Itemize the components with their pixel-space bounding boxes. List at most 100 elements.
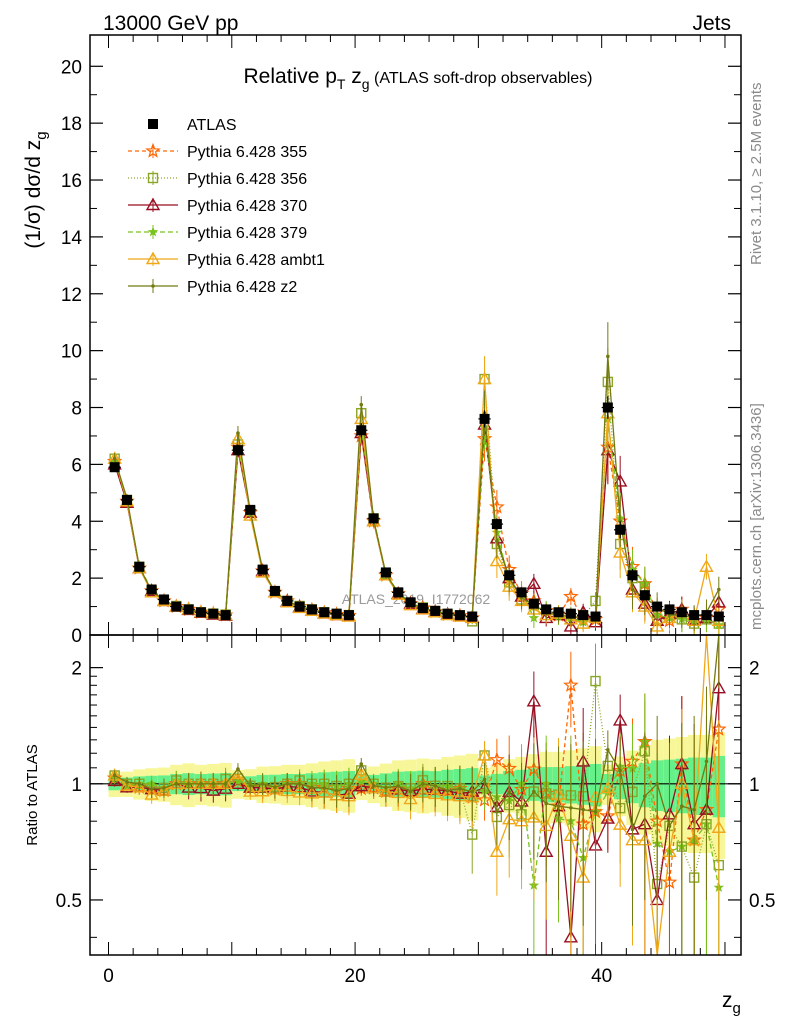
data-point: [541, 604, 552, 615]
ratio-ytick-label: 1: [71, 775, 82, 796]
data-point: [504, 570, 515, 581]
series-point: [575, 616, 591, 629]
data-point: [109, 462, 120, 473]
series-point: [630, 587, 635, 592]
ratio-point: [606, 747, 610, 752]
data-point: [319, 607, 330, 618]
series-point: [495, 539, 499, 543]
data-point: [405, 597, 416, 608]
series-point: [606, 354, 610, 359]
data-point: [220, 610, 231, 621]
series-point: [649, 619, 665, 632]
analysis-watermark: ATLAS_2019_I1772062: [342, 591, 491, 607]
series-line-5: [114, 379, 720, 628]
series-point: [489, 498, 505, 514]
ratio-point: [667, 824, 672, 828]
data-point: [627, 570, 638, 581]
legend: ATLAS Pythia 6.428 355 Pythia 6.428 356 Pyt…: [128, 117, 325, 296]
ratio-point: [544, 801, 548, 806]
ratio-ytick-label: 2: [71, 659, 82, 680]
ratio-point: [711, 820, 727, 833]
series-point: [112, 456, 117, 461]
data-point: [171, 601, 182, 612]
mcplots-label: mcplots.cern.ch [arXiv:1306.3436]: [748, 403, 765, 630]
main-ytick-label: 10: [61, 342, 82, 363]
ratio-point: [347, 786, 351, 791]
data-point: [479, 413, 490, 424]
ratio-point: [581, 807, 585, 812]
ratio-point: [236, 767, 240, 771]
main-ytick-label: 14: [61, 228, 83, 249]
ratio-point: [354, 767, 369, 780]
main-ytick-label: 4: [71, 512, 82, 533]
series-point: [236, 431, 240, 435]
ratio-point: [334, 788, 339, 793]
title-mid: z: [345, 65, 361, 88]
data-point: [158, 594, 169, 605]
data-point: [232, 445, 243, 456]
ratio-point: [310, 785, 314, 790]
ratio-point: [445, 788, 450, 793]
series-point: [563, 588, 579, 604]
ratio-point: [273, 785, 277, 789]
data-point: [454, 610, 465, 621]
main-ylabel: (1/σ) dσ/d zg: [22, 131, 50, 248]
legend-label: ATLAS: [187, 117, 237, 134]
data-point: [676, 607, 687, 618]
data-point: [245, 504, 256, 515]
title-sub1: T: [337, 76, 346, 92]
legend-entry: Pythia 6.428 356: [128, 171, 307, 188]
ratio-point: [132, 779, 147, 793]
main-ytick-label: 0: [71, 626, 82, 647]
ratio-ytick-label-right: 2: [749, 659, 760, 680]
ratio-point: [359, 762, 364, 766]
header-right: Jets: [692, 12, 731, 35]
data-point: [294, 601, 305, 612]
series-point: [359, 402, 364, 407]
data-point: [343, 610, 354, 621]
ratio-point: [119, 778, 135, 791]
data-point: [442, 608, 453, 619]
ratio-point: [532, 789, 536, 794]
ratio-point: [433, 783, 438, 788]
legend-entry: Pythia 6.428 355: [128, 142, 307, 161]
data-point: [134, 561, 145, 572]
data-point: [713, 611, 724, 622]
series-point: [563, 619, 579, 632]
main-ylabel-sub: g: [33, 131, 50, 139]
legend-label: Pythia 6.428 379: [187, 225, 307, 242]
data-point: [615, 524, 626, 535]
ratio-ytick-label-right: 1: [749, 775, 760, 796]
main-plot: [106, 322, 727, 635]
data-point: [652, 601, 663, 612]
data-point: [565, 608, 576, 619]
legend-entry: ATLAS: [148, 117, 237, 134]
ratio-point: [384, 785, 388, 790]
ratio-point: [137, 781, 142, 786]
ratio-point: [280, 783, 295, 797]
ratio-line-3: [114, 688, 720, 938]
ratio-point: [526, 693, 542, 707]
ratio-point: [563, 677, 579, 692]
ratio-point: [612, 713, 628, 726]
title-rest: (ATLAS soft-drop observables): [370, 70, 593, 87]
ratio-point: [230, 776, 246, 789]
data-point: [491, 519, 502, 530]
series-point: [717, 587, 721, 592]
legend-marker: [145, 197, 161, 211]
ratio-point: [255, 783, 270, 797]
ratio-point: [125, 780, 129, 784]
ratio-point: [421, 781, 425, 786]
data-point: [553, 607, 564, 618]
legend-label: Pythia 6.428 370: [187, 198, 307, 215]
ratio-ytick-label-right: 0.5: [749, 891, 775, 912]
series-point: [612, 545, 628, 558]
series-point: [699, 559, 714, 572]
ratio-point: [680, 804, 684, 808]
ratio-point: [243, 784, 258, 797]
legend-marker: [145, 251, 161, 265]
data-point: [467, 611, 478, 622]
main-ytick-label: 8: [71, 399, 82, 420]
series-point: [489, 553, 505, 567]
ratio-point: [223, 781, 228, 786]
